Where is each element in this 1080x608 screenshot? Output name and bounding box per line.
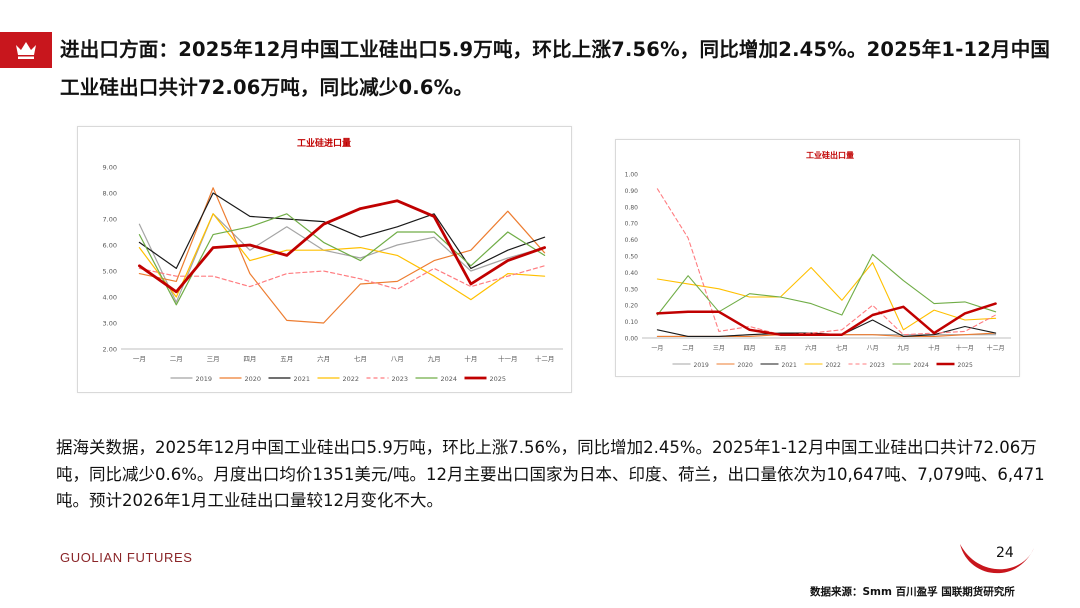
page-swoosh-decoration xyxy=(960,544,1034,574)
company-logo: GUOLIAN FUTURES xyxy=(60,550,193,565)
x-tick-label: 六月 xyxy=(805,344,817,352)
series-line-2024 xyxy=(656,253,997,316)
data-source: 数据来源：Smm 百川盈孚 国联期货研究所 xyxy=(810,586,1015,598)
chart-title: 工业硅出口量 xyxy=(806,150,854,160)
x-tick-label: 七月 xyxy=(354,354,367,363)
x-tick-label: 十二月 xyxy=(987,344,1005,352)
legend-label: 2023 xyxy=(870,362,885,369)
series-line-2021 xyxy=(138,192,546,269)
legend-label: 2025 xyxy=(490,375,507,383)
x-tick-label: 八月 xyxy=(867,345,879,352)
x-tick-label: 五月 xyxy=(774,345,786,352)
legend-label: 2019 xyxy=(196,375,213,383)
y-tick-label: 0.20 xyxy=(625,303,639,310)
y-tick-label: 0.10 xyxy=(625,319,639,326)
x-tick-label: 七月 xyxy=(836,344,848,352)
legend-label: 2020 xyxy=(245,375,262,383)
series-line-2022 xyxy=(138,213,546,301)
x-tick-label: 十一月 xyxy=(498,354,518,363)
legend-label: 2021 xyxy=(294,375,311,383)
series-line-2020 xyxy=(138,187,546,324)
x-tick-label: 二月 xyxy=(682,345,694,352)
series-line-2022 xyxy=(656,262,997,331)
y-tick-label: 6.00 xyxy=(103,242,117,250)
crown-icon xyxy=(16,42,36,59)
series-line-2023 xyxy=(138,265,546,290)
y-tick-label: 8.00 xyxy=(103,190,117,198)
x-tick-label: 八月 xyxy=(391,355,404,363)
x-tick-label: 五月 xyxy=(280,355,293,363)
x-tick-label: 三月 xyxy=(207,355,220,363)
import-volume-chart: 工业硅进口量 2.00 3.00 4.00 5.00 6.00 7.00 8.00 9.00 一月… xyxy=(77,126,572,393)
y-tick-label: 7.00 xyxy=(103,216,117,224)
x-tick-label: 六月 xyxy=(317,354,330,363)
y-tick-label: 9.00 xyxy=(103,164,117,172)
chart-title: 工业硅进口量 xyxy=(297,137,351,149)
legend-label: 2020 xyxy=(738,362,753,369)
y-tick-label: 0.80 xyxy=(625,204,639,211)
y-tick-label: 5.00 xyxy=(103,268,117,276)
x-tick-label: 九月 xyxy=(428,354,441,363)
page-number: 24 xyxy=(996,545,1014,561)
legend-label: 2025 xyxy=(958,362,973,369)
x-tick-label: 十月 xyxy=(928,344,940,352)
y-tick-label: 1.00 xyxy=(625,172,639,179)
legend-label: 2024 xyxy=(441,375,458,383)
analysis-paragraph: 据海关数据，2025年12月中国工业硅出口5.9万吨，环比上涨7.56%，同比增… xyxy=(56,438,1045,510)
x-tick-label: 九月 xyxy=(897,344,909,352)
x-tick-label: 三月 xyxy=(713,345,725,352)
series-line-2024 xyxy=(138,213,546,306)
x-tick-label: 十一月 xyxy=(956,344,974,352)
y-tick-label: 0.40 xyxy=(625,270,639,277)
y-tick-label: 0.50 xyxy=(625,254,639,261)
x-tick-label: 一月 xyxy=(133,355,146,363)
x-tick-label: 四月 xyxy=(744,345,756,352)
series-line-2025 xyxy=(138,199,547,294)
y-tick-label: 4.00 xyxy=(103,294,117,302)
y-tick-label: 2.00 xyxy=(103,346,117,354)
x-tick-label: 十月 xyxy=(464,354,477,363)
y-tick-label: 0.30 xyxy=(625,286,639,293)
slide-heading: 进出口方面：2025年12月中国工业硅出口5.9万吨，环比上涨7.56%，同比增… xyxy=(60,38,1051,99)
legend-label: 2022 xyxy=(826,362,841,369)
x-tick-label: 十二月 xyxy=(535,354,555,363)
y-tick-label: 0.60 xyxy=(625,237,639,244)
x-tick-label: 四月 xyxy=(243,355,256,363)
legend-label: 2024 xyxy=(914,362,929,369)
import-volume-plot: 工业硅进口量 2.00 3.00 4.00 5.00 6.00 7.00 8.00 9.00 一月… xyxy=(103,137,563,383)
series-line-2025 xyxy=(656,302,997,336)
export-volume-chart: 工业硅出口量 0.00 0.10 0.20 0.30 0.40 0.50 0.60 0.70 0.… xyxy=(615,139,1020,377)
legend-label: 2023 xyxy=(392,375,409,383)
series-line-2023 xyxy=(656,188,997,336)
x-tick-label: 二月 xyxy=(170,355,183,363)
legend-label: 2022 xyxy=(343,375,360,383)
y-tick-label: 0.00 xyxy=(625,336,639,343)
y-tick-label: 0.90 xyxy=(625,188,639,195)
export-volume-plot: 工业硅出口量 0.00 0.10 0.20 0.30 0.40 0.50 0.60 0.70 0.… xyxy=(625,150,1011,369)
legend-label: 2021 xyxy=(782,362,797,369)
y-tick-label: 3.00 xyxy=(103,320,117,328)
y-tick-label: 0.70 xyxy=(625,221,639,228)
legend-label: 2019 xyxy=(694,362,709,369)
x-tick-label: 一月 xyxy=(651,345,663,352)
